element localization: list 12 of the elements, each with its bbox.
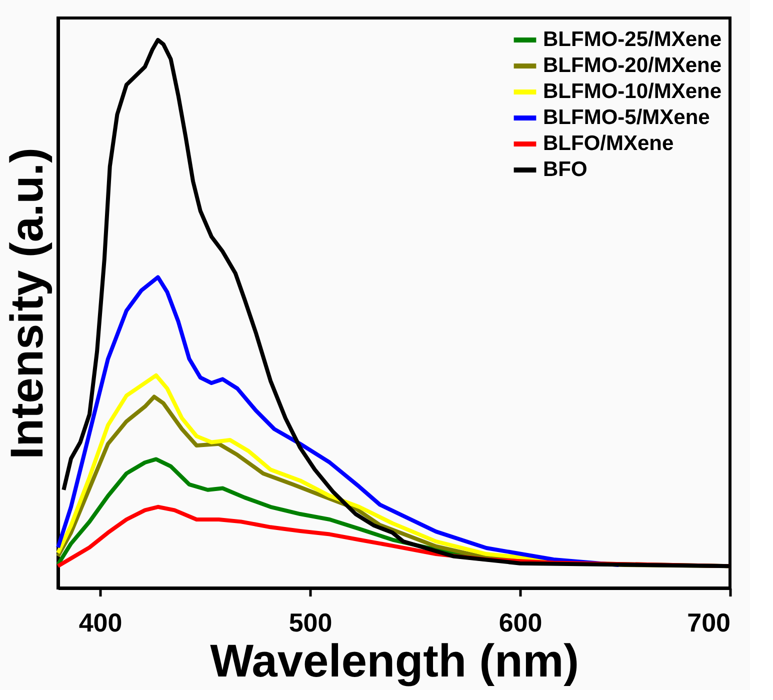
legend-label: BLFMO-20/MXene bbox=[543, 54, 722, 77]
x-tick-label: 500 bbox=[288, 608, 332, 638]
x-tick-label: 700 bbox=[687, 608, 730, 638]
legend-label: BLFMO-5/MXene bbox=[543, 106, 710, 129]
legend-label: BLFMO-10/MXene bbox=[543, 80, 722, 103]
legend-label: BLFMO-25/MXene bbox=[543, 28, 722, 51]
legend-label: BLFO/MXene bbox=[543, 132, 674, 155]
legend-label: BFO bbox=[543, 158, 588, 181]
x-tick-label: 600 bbox=[498, 608, 542, 638]
x-axis-title: Wavelength (nm) bbox=[210, 634, 579, 686]
x-tick-label: 400 bbox=[78, 608, 122, 638]
y-axis-title: Intensity (a.u.) bbox=[0, 148, 52, 460]
